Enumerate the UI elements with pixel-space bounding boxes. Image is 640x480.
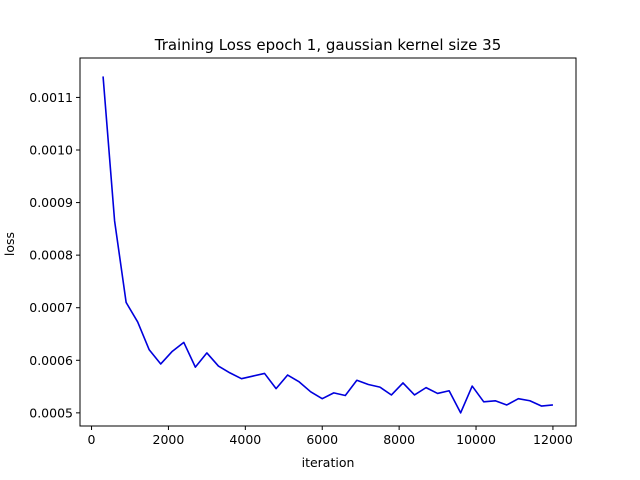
x-tick-label: 4000 (229, 432, 261, 447)
x-tick-label: 12000 (533, 432, 573, 447)
plot-area: 0 2000 4000 6000 8000 10000 12000 0.0005 0.0006 0… (29, 57, 577, 447)
x-axis-label: iteration (302, 455, 355, 470)
y-tick-label: 0.0010 (29, 143, 73, 158)
y-axis-label: loss (2, 232, 17, 256)
x-tick-label: 0 (88, 432, 96, 447)
plot-frame (79, 57, 577, 427)
y-tick-label: 0.0005 (29, 405, 73, 420)
y-tick-label: 0.0008 (29, 248, 73, 263)
y-tick-label: 0.0011 (29, 90, 73, 105)
y-tick-label: 0.0007 (29, 300, 73, 315)
x-tick-label: 2000 (153, 432, 185, 447)
x-tick-label: 8000 (383, 432, 415, 447)
x-tick-label: 6000 (306, 432, 338, 447)
y-tick-label: 0.0009 (29, 195, 73, 210)
series-line-0 (102, 76, 554, 414)
y-tick-label: 0.0006 (29, 353, 73, 368)
x-tick-label: 10000 (456, 432, 496, 447)
chart-title: Training Loss epoch 1, gaussian kernel s… (154, 36, 502, 54)
